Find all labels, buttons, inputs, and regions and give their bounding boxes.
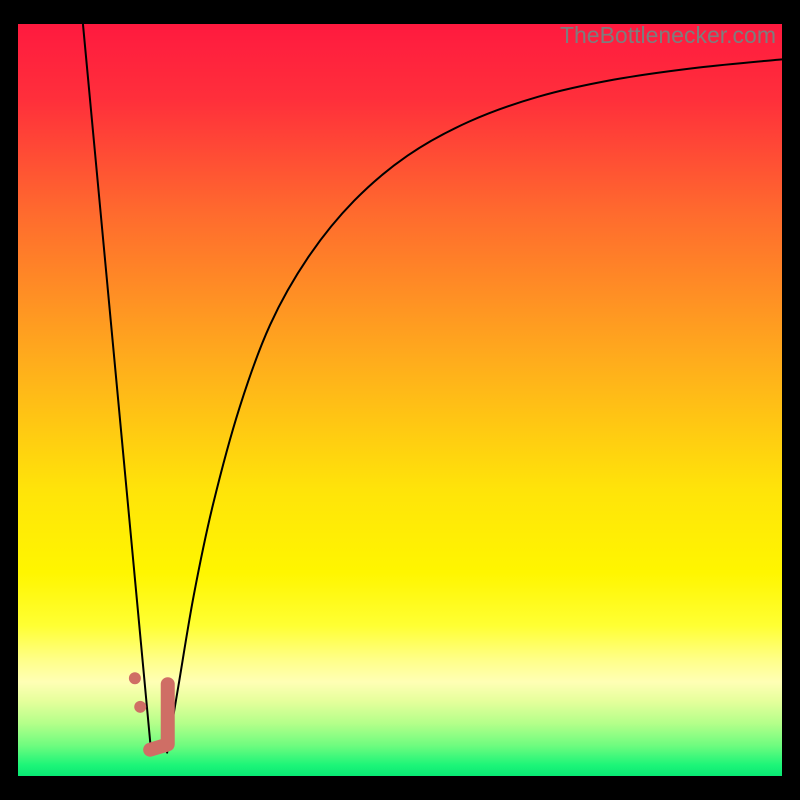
watermark-text: TheBottlenecker.com	[560, 24, 776, 49]
plot-area: TheBottlenecker.com	[18, 24, 782, 776]
marker-dot	[129, 672, 141, 684]
gradient-background	[18, 24, 782, 776]
plot-svg	[18, 24, 782, 776]
marker-dot	[134, 701, 146, 713]
